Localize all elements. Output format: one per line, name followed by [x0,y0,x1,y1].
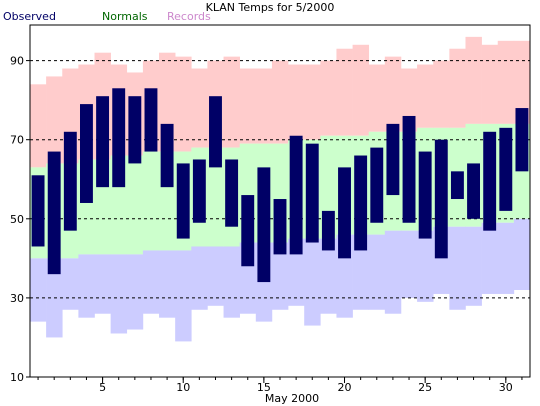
observed-bar [305,143,319,243]
record-low-band [465,226,482,306]
x-tick-label: 30 [499,381,513,394]
record-high-band [368,64,386,132]
x-axis-label: May 2000 [265,392,319,405]
record-high-band [30,84,47,168]
record-low-band [126,254,144,330]
record-low-band [175,250,192,342]
record-high-band [320,60,337,136]
observed-bar [321,210,335,251]
observed-bar [63,131,77,231]
record-low-band [384,230,402,314]
record-high-band [46,76,63,164]
record-high-band [449,48,466,128]
record-high-band [513,40,531,124]
observed-bar [499,127,513,211]
record-low-band [497,222,515,294]
observed-bar [434,139,448,259]
y-tick-label: 50 [10,213,24,226]
observed-bar [47,151,61,275]
observed-bar [515,108,529,172]
legend-records: Records [167,10,211,23]
legend-observed: Observed [3,10,56,23]
record-low-band [288,238,305,306]
record-high-band [465,36,482,124]
y-tick-label: 30 [10,292,24,305]
observed-bar [209,96,222,168]
observed-bar [402,115,416,223]
record-high-band [433,60,450,128]
observed-bar [483,131,497,231]
observed-bar [160,123,174,188]
x-tick-label: 15 [257,381,271,394]
observed-bar [257,167,271,283]
record-low-band [320,238,337,314]
x-tick-label: 10 [176,381,190,394]
record-high-band [191,68,208,148]
record-low-band [142,250,160,314]
record-low-band [207,246,224,306]
observed-bar [192,159,206,223]
observed-bar [96,96,110,188]
observed-bar [386,123,400,196]
record-high-band [481,44,499,124]
x-tick-label: 25 [418,381,432,394]
observed-bar [354,155,368,251]
record-low-band [304,238,321,326]
record-low-band [417,230,434,302]
record-low-band [30,258,47,322]
x-tick-label: 5 [99,381,106,394]
record-high-band [271,60,289,144]
observed-bar [144,88,158,152]
record-high-band [223,56,240,148]
observed-bar [370,147,384,223]
record-low-band [513,218,531,290]
record-high-band [384,56,402,132]
observed-bar [241,195,255,267]
observed-bar [289,135,303,255]
record-low-band [368,234,386,310]
record-low-band [481,222,499,294]
record-low-band [449,226,466,310]
normal-band [207,147,224,247]
record-high-band [304,64,321,140]
observed-bar [112,88,126,188]
observed-bar [338,167,351,259]
record-low-band [400,230,418,298]
y-tick-label: 70 [10,134,24,147]
y-tick-label: 90 [10,55,24,68]
observed-bar [450,171,464,200]
observed-bar [467,163,480,219]
record-high-band [417,64,434,128]
record-low-band [78,254,95,318]
record-low-band [110,254,128,334]
record-low-band [352,234,370,310]
observed-bar [80,104,93,203]
normal-band [126,155,144,255]
record-high-band [336,48,353,136]
record-high-band [288,64,305,140]
legend-normals: Normals [102,10,148,23]
observed-bar [225,159,239,227]
observed-bar [128,96,142,164]
record-high-band [352,44,370,136]
observed-bar [273,199,287,255]
record-low-band [62,258,79,310]
record-high-band [497,40,515,124]
record-low-band [159,250,176,318]
observed-bar [418,151,432,239]
record-low-band [223,246,240,318]
y-tick-label: 10 [10,371,24,384]
x-tick-label: 20 [338,381,352,394]
chart-title: KLAN Temps for 5/2000 [205,1,335,14]
normal-band [142,151,160,251]
record-low-band [191,246,208,310]
observed-bar [31,175,45,247]
observed-bar [176,163,190,239]
record-high-band [239,68,257,144]
record-low-band [94,254,111,314]
record-low-band [271,242,289,310]
record-high-band [175,56,192,152]
record-high-band [255,68,273,144]
